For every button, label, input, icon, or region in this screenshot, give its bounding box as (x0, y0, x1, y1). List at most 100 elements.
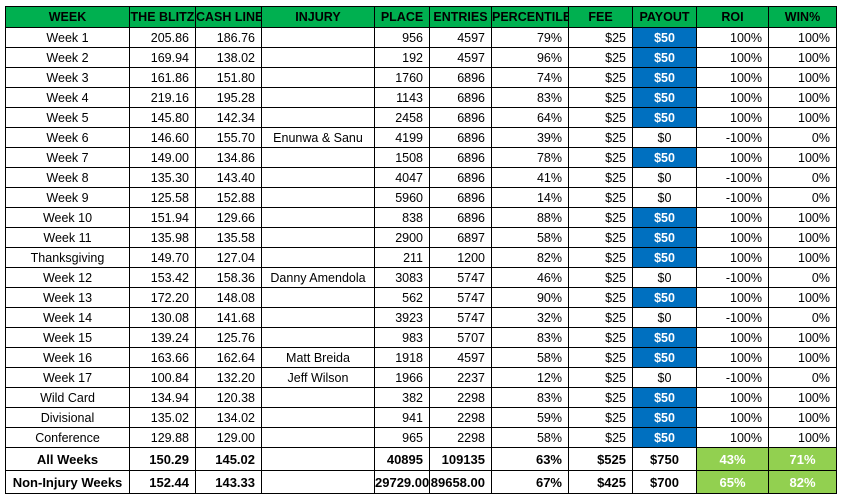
cell-injury (261, 327, 375, 348)
cell-injury (261, 407, 375, 428)
cell-win: 100% (768, 67, 837, 88)
summary-cell-entries: 109135 (429, 447, 492, 471)
cell-entries: 6896 (429, 67, 492, 88)
cell-pct: 12% (491, 367, 569, 388)
cell-payout: $50 (632, 227, 697, 248)
table-row: Week 1 205.86 186.76 956 4597 79% $25 $50 100% 10… (5, 27, 837, 48)
table-row: Week 6 146.60 155.70 Enunwa & Sanu 4199 6896 3… (5, 127, 837, 148)
cell-cash: 129.00 (195, 427, 262, 448)
header-roi: ROI (696, 6, 769, 28)
cell-cash: 141.68 (195, 307, 262, 328)
cell-place: 382 (374, 387, 430, 408)
cell-place: 562 (374, 287, 430, 308)
cell-place: 956 (374, 27, 430, 48)
cell-fee: $25 (568, 327, 633, 348)
cell-blitz: 219.16 (129, 87, 196, 108)
header-entries: ENTRIES (429, 6, 492, 28)
cell-blitz: 145.80 (129, 107, 196, 128)
cell-week: Week 6 (5, 127, 130, 148)
cell-payout: $50 (632, 287, 697, 308)
cell-payout: $0 (632, 367, 697, 388)
cell-entries: 2298 (429, 407, 492, 428)
header-cash-line: CASH LINE (195, 6, 262, 28)
table-row: Week 11 135.98 135.58 2900 6897 58% $25 $50 100%… (5, 227, 837, 248)
cell-place: 192 (374, 47, 430, 68)
cell-roi: 100% (696, 47, 769, 68)
cell-week: Week 17 (5, 367, 130, 388)
cell-win: 100% (768, 407, 837, 428)
cell-pct: 58% (491, 227, 569, 248)
cell-week: Week 11 (5, 227, 130, 248)
cell-payout: $50 (632, 247, 697, 268)
cell-cash: 155.70 (195, 127, 262, 148)
cell-fee: $25 (568, 47, 633, 68)
header-injury: INJURY (261, 6, 375, 28)
cell-place: 1760 (374, 67, 430, 88)
cell-blitz: 129.88 (129, 427, 196, 448)
cell-roi: -100% (696, 267, 769, 288)
table-row: Week 13 172.20 148.08 562 5747 90% $25 $50 100% 1… (5, 287, 837, 308)
cell-pct: 82% (491, 247, 569, 268)
cell-cash: 143.40 (195, 167, 262, 188)
cell-week: Week 1 (5, 27, 130, 48)
summary-cell-place: 40895 (374, 447, 430, 471)
summary-cell-payout: $700 (632, 470, 697, 494)
cell-fee: $25 (568, 347, 633, 368)
cell-week: Week 16 (5, 347, 130, 368)
cell-fee: $25 (568, 367, 633, 388)
cell-pct: 96% (491, 47, 569, 68)
cell-week: Week 7 (5, 147, 130, 168)
cell-payout: $50 (632, 407, 697, 428)
cell-cash: 132.20 (195, 367, 262, 388)
cell-win: 100% (768, 347, 837, 368)
cell-injury (261, 307, 375, 328)
cell-win: 0% (768, 167, 837, 188)
cell-injury (261, 47, 375, 68)
cell-pct: 83% (491, 327, 569, 348)
cell-roi: -100% (696, 367, 769, 388)
cell-week: Week 12 (5, 267, 130, 288)
cell-entries: 4597 (429, 347, 492, 368)
cell-payout: $50 (632, 47, 697, 68)
cell-cash: 142.34 (195, 107, 262, 128)
cell-blitz: 146.60 (129, 127, 196, 148)
cell-blitz: 163.66 (129, 347, 196, 368)
cell-place: 965 (374, 427, 430, 448)
cell-entries: 6896 (429, 127, 492, 148)
cell-entries: 2237 (429, 367, 492, 388)
table-row: Wild Card 134.94 120.38 382 2298 83% $25 $50 100… (5, 387, 837, 408)
cell-injury (261, 67, 375, 88)
cell-week: Thanksgiving (5, 247, 130, 268)
cell-roi: 100% (696, 327, 769, 348)
cell-win: 100% (768, 207, 837, 228)
cell-place: 1966 (374, 367, 430, 388)
cell-fee: $25 (568, 207, 633, 228)
cell-entries: 6897 (429, 227, 492, 248)
cell-fee: $25 (568, 67, 633, 88)
cell-place: 2900 (374, 227, 430, 248)
cell-blitz: 149.00 (129, 147, 196, 168)
cell-payout: $50 (632, 347, 697, 368)
cell-fee: $25 (568, 387, 633, 408)
cell-pct: 41% (491, 167, 569, 188)
cell-blitz: 125.58 (129, 187, 196, 208)
summary-cell-roi: 65% (696, 470, 769, 494)
cell-blitz: 135.30 (129, 167, 196, 188)
cell-pct: 58% (491, 347, 569, 368)
cell-roi: 100% (696, 247, 769, 268)
summary-row: Non-Injury Weeks 152.44 143.33 29729.00 8965… (5, 470, 837, 494)
summary-cell-pct: 63% (491, 447, 569, 471)
cell-entries: 6896 (429, 147, 492, 168)
cell-blitz: 153.42 (129, 267, 196, 288)
cell-payout: $50 (632, 207, 697, 228)
cell-injury (261, 387, 375, 408)
cell-pct: 39% (491, 127, 569, 148)
cell-place: 1143 (374, 87, 430, 108)
cell-place: 1918 (374, 347, 430, 368)
cell-week: Wild Card (5, 387, 130, 408)
cell-injury (261, 27, 375, 48)
table-row: Week 15 139.24 125.76 983 5707 83% $25 $50 100% 1… (5, 327, 837, 348)
cell-fee: $25 (568, 167, 633, 188)
cell-win: 0% (768, 367, 837, 388)
cell-entries: 5747 (429, 267, 492, 288)
